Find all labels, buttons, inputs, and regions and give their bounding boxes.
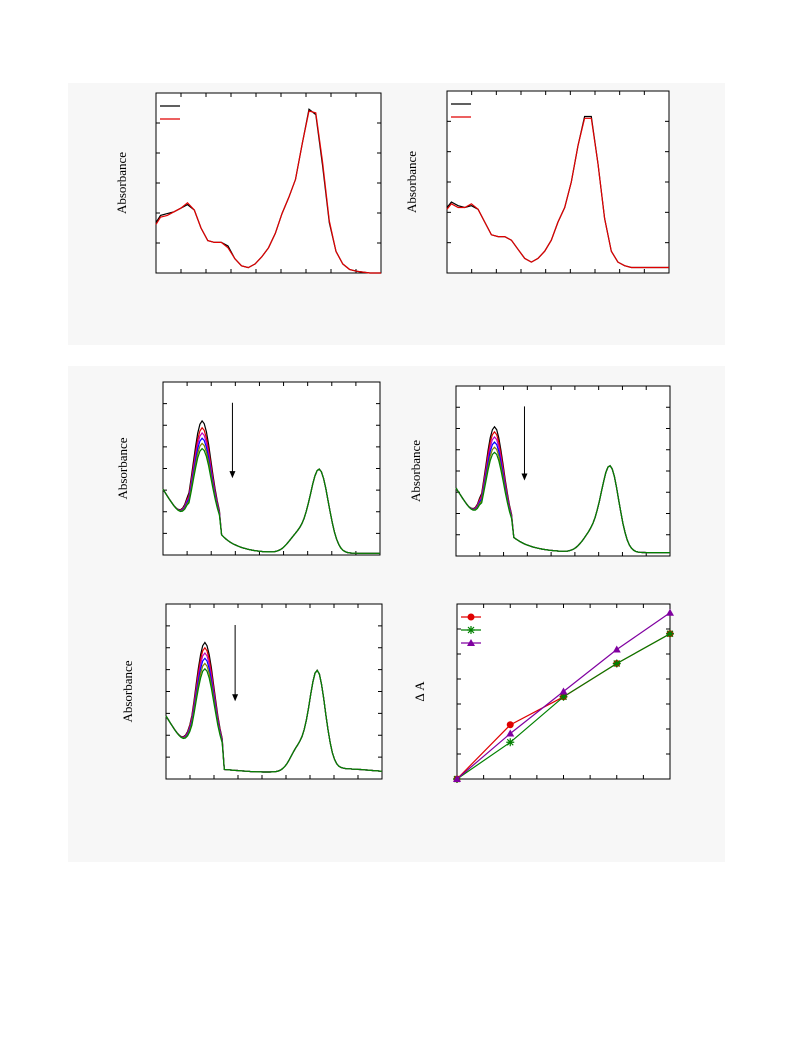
plot-frame [446,90,670,274]
chart-mid-right: Absorbance [408,385,671,557]
data-point-star [506,738,515,747]
data-point-triangle [666,608,674,616]
plot-frame [162,381,381,556]
y-axis-label: Absorbance [404,151,419,213]
chart-mid-left: Absorbance [115,381,381,556]
data-point-circle [506,721,514,729]
arrow-head-icon [521,473,528,481]
data-point-star [612,659,621,668]
data-point-triangle [559,687,568,695]
series-line-6 [165,667,383,773]
legend-marker [467,639,475,646]
data-point-triangle [506,729,515,737]
arrow-head-icon [229,471,236,479]
arrow-head-icon [232,694,239,702]
chart-top-right: Absorbance [404,90,670,274]
chart-bottom-right: Δ A [412,603,674,783]
y-axis-label: Absorbance [408,440,423,502]
data-point-triangle [612,645,621,653]
data-point-triangle [453,775,461,782]
plot-frame [155,92,382,274]
series-line-6 [455,451,670,554]
y-axis-label: Δ A [412,681,427,702]
chart-top-left: Absorbance [114,92,382,274]
plot-frame [455,385,671,557]
plot-frame [165,603,383,780]
chart-bottom-left: Absorbance [120,603,383,780]
y-axis-label: Absorbance [115,437,130,499]
legend-marker [467,613,475,621]
data-point-star [666,629,674,638]
series-line-2 [155,110,381,274]
y-axis-label: Absorbance [114,152,129,214]
series-line-6 [162,447,380,554]
y-axis-label: Absorbance [120,660,135,722]
series-line-2 [446,117,669,269]
data-point-star [559,692,568,701]
legend-marker [467,626,475,634]
